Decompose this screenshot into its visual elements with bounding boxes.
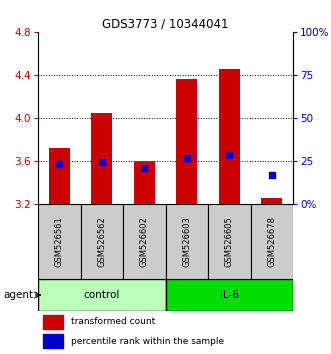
Point [227, 152, 232, 158]
Bar [134, 161, 155, 204]
Bar [123, 204, 166, 279]
Text: GSM526603: GSM526603 [182, 216, 191, 267]
Bar [38, 279, 166, 311]
Bar [261, 198, 282, 204]
Point [269, 172, 274, 178]
Title: GDS3773 / 10344041: GDS3773 / 10344041 [102, 18, 229, 31]
Point [184, 155, 189, 161]
Text: GSM526562: GSM526562 [97, 216, 106, 267]
Bar [251, 204, 293, 279]
Text: percentile rank within the sample: percentile rank within the sample [71, 337, 224, 346]
Bar [176, 79, 197, 204]
Point [57, 161, 62, 167]
Text: GSM526605: GSM526605 [225, 216, 234, 267]
Point [99, 159, 104, 164]
Bar [208, 204, 251, 279]
Bar [91, 113, 113, 204]
Text: transformed count: transformed count [71, 318, 155, 326]
Bar [49, 148, 70, 204]
Bar [43, 334, 63, 348]
Text: IL-6: IL-6 [220, 290, 239, 300]
Bar [218, 69, 240, 204]
Bar [80, 204, 123, 279]
Text: GSM526561: GSM526561 [55, 216, 64, 267]
Bar [38, 204, 80, 279]
Bar [43, 315, 63, 329]
Text: GSM526602: GSM526602 [140, 216, 149, 267]
Text: GSM526678: GSM526678 [267, 216, 276, 267]
Text: agent: agent [3, 290, 33, 300]
Point [142, 165, 147, 171]
Text: control: control [83, 290, 120, 300]
Bar [166, 279, 293, 311]
Bar [166, 204, 208, 279]
